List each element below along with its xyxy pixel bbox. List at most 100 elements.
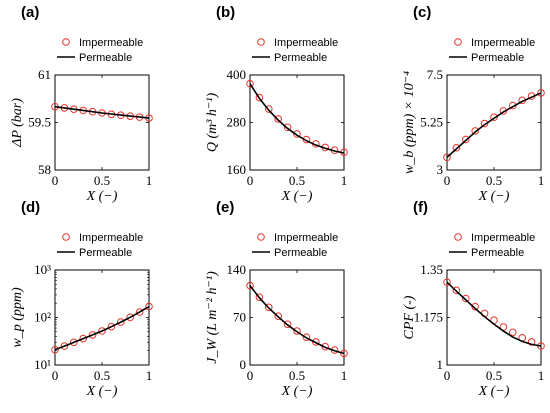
axes-box: [249, 269, 345, 366]
data-point-impermeable: [246, 281, 254, 290]
data-point-impermeable: [471, 302, 480, 311]
data-point-impermeable: [462, 135, 470, 144]
x-tick-label: 0: [247, 173, 254, 188]
legend-entry: Impermeable: [274, 232, 338, 244]
panel-label: (b): [216, 4, 235, 21]
data-point-impermeable: [79, 334, 87, 343]
x-tick-label: 0.5: [486, 368, 502, 383]
y-axis-label: Q (m³ h⁻¹): [205, 93, 220, 153]
axes-box: [446, 74, 542, 171]
data-point-impermeable: [60, 342, 69, 350]
x-tick-label: 0.5: [289, 368, 305, 383]
y-tick-label: 70: [233, 310, 246, 325]
legend-entry: Permeable: [79, 52, 132, 64]
data-point-impermeable: [51, 345, 59, 354]
legend-circle-icon: [454, 38, 462, 46]
x-tick-label: 0: [247, 368, 254, 383]
y-axis-label: J_W (L m⁻² h⁻¹): [205, 271, 220, 364]
data-point-impermeable: [274, 115, 283, 123]
x-tick-label: 1: [538, 173, 545, 188]
x-tick-label: 1: [146, 173, 153, 188]
panel-b: (b) 0 0.5 1 160 280 400 X (−) Q (m³ h⁻¹) Impermea…: [205, 4, 348, 204]
series-line-permeable: [249, 83, 345, 154]
legend-circle-icon: [62, 38, 70, 46]
legend: Impermeable Permeable: [57, 232, 143, 259]
y-tick-label: 1.175: [414, 310, 443, 325]
x-tick-label: 0: [52, 368, 59, 383]
data-point-impermeable: [293, 327, 301, 335]
y-tick-label: 59.5: [28, 115, 51, 130]
data-point-impermeable: [462, 294, 470, 303]
legend-circle-icon: [454, 233, 462, 241]
data-point-impermeable: [265, 105, 273, 113]
panel-label: (d): [21, 199, 40, 216]
y-tick-label: 7.5: [427, 67, 443, 82]
panel-f: (f) 0 0.5 1 1 1.175 1.35 X (−) CPF (-) Impermeabl…: [402, 199, 545, 399]
data-point-impermeable: [265, 303, 273, 312]
y-tick-label: 61: [38, 67, 51, 82]
legend: Impermeable Permeable: [57, 37, 143, 64]
data-point-impermeable: [293, 130, 301, 138]
x-tick-label: 0: [444, 173, 451, 188]
y-tick-label: 1.35: [420, 262, 443, 277]
x-axis-label: X (−): [478, 384, 510, 399]
y-tick-label: 3: [437, 162, 444, 177]
legend-entry: Permeable: [79, 247, 132, 259]
x-axis-label: X (−): [281, 384, 313, 399]
panel-label: (c): [413, 4, 431, 21]
x-tick-label: 1: [341, 368, 348, 383]
panel-d: (d) 0 0.5 1 10¹ 10² 10³ X (−) w_p (ppm) Impermeab…: [10, 199, 153, 399]
series-line-permeable: [54, 105, 150, 119]
data-point-impermeable: [509, 328, 517, 337]
legend-entry: Permeable: [471, 247, 524, 259]
series-line-permeable: [446, 281, 542, 347]
data-point-impermeable: [527, 338, 536, 346]
y-axis-label: w_b (ppm) × 10⁻⁴: [402, 71, 417, 174]
data-point-impermeable: [107, 322, 116, 331]
data-point-impermeable: [480, 119, 489, 128]
axes-box: [446, 269, 542, 366]
panel-c: (c) 0 0.5 1 3 5.25 7.5 X (−) w_b (ppm) × 10⁻⁴ Imp…: [402, 4, 545, 204]
panel-a: (a) 0 0.5 1 58 59.5 61 X (−) ΔP (bar) Impermeable…: [10, 4, 153, 204]
y-tick-label: 5.25: [420, 115, 443, 130]
x-tick-label: 0: [444, 368, 451, 383]
y-tick-label: 400: [227, 67, 247, 82]
x-tick-label: 0.5: [486, 173, 502, 188]
legend-circle-icon: [62, 233, 70, 241]
y-tick-label: 58: [38, 162, 51, 177]
x-tick-label: 0: [52, 173, 59, 188]
y-tick-label: 140: [227, 262, 247, 277]
legend: Impermeable Permeable: [252, 37, 338, 64]
data-point-impermeable: [117, 318, 125, 326]
data-point-impermeable: [340, 349, 348, 358]
y-tick-label: 160: [227, 162, 247, 177]
x-axis-label: X (−): [86, 384, 118, 399]
legend: Impermeable Permeable: [449, 37, 535, 64]
axes-box: [54, 74, 150, 171]
axes-box: [249, 74, 345, 171]
data-point-impermeable: [145, 302, 153, 311]
series-line-permeable: [249, 285, 345, 355]
data-point-impermeable: [70, 338, 78, 347]
data-point-impermeable: [452, 286, 461, 295]
series-line-permeable: [446, 92, 542, 158]
y-axis-label: w_p (ppm): [10, 287, 25, 348]
x-axis-label: X (−): [86, 189, 118, 204]
data-point-impermeable: [537, 89, 545, 97]
legend-entry: Impermeable: [79, 232, 143, 244]
legend-entry: Permeable: [274, 52, 327, 64]
legend: Impermeable Permeable: [252, 232, 338, 259]
data-point-impermeable: [255, 293, 264, 301]
data-point-impermeable: [98, 327, 106, 335]
y-tick-label: 0: [240, 357, 247, 372]
x-tick-label: 0.5: [94, 368, 110, 383]
y-axis-label: CPF (-): [402, 295, 417, 339]
y-axis-label: ΔP (bar): [10, 98, 25, 148]
x-tick-label: 1: [538, 368, 545, 383]
axes-box: [54, 269, 150, 366]
panel-label: (a): [21, 4, 39, 21]
legend-entry: Impermeable: [471, 37, 535, 49]
data-point-impermeable: [302, 333, 311, 341]
x-tick-label: 1: [341, 173, 348, 188]
